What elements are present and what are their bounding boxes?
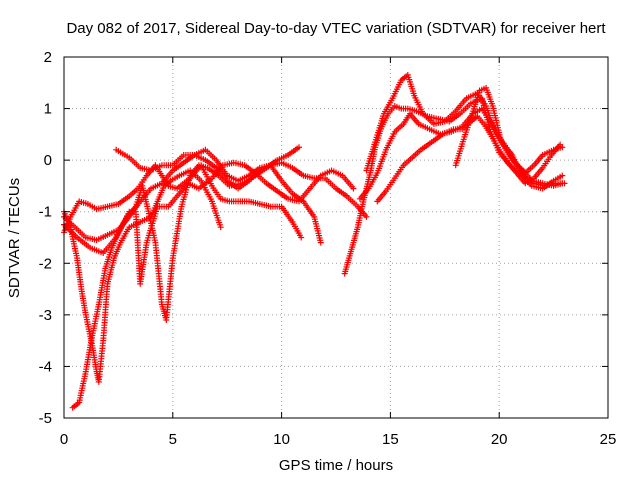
y-tick-label: -1 (39, 204, 52, 221)
y-tick-label: 2 (44, 49, 52, 66)
data-points (61, 72, 568, 411)
data-series-arc-10 (374, 113, 564, 205)
y-tick-label: -2 (39, 255, 52, 272)
x-tick-label: 25 (600, 431, 617, 448)
chart-title: Day 082 of 2017, Sidereal Day-to-day VTE… (66, 20, 606, 37)
y-tick-label: 1 (44, 101, 52, 118)
series-markers (452, 84, 568, 189)
data-series-arc-4 (69, 144, 303, 411)
y-axis-label: SDTVAR / TECUs (6, 178, 23, 298)
plot-frame (63, 56, 609, 419)
axis-ticks: 0 5 10 15 20 25 -5 -4 -3 -2 -1 0 1 2 (39, 49, 617, 448)
y-tick-label: -5 (39, 410, 52, 427)
data-series-arc-6 (113, 146, 370, 220)
grid-lines (64, 57, 608, 418)
y-tick-label: 0 (44, 152, 52, 169)
series-markers (374, 113, 564, 205)
x-tick-label: 0 (60, 431, 68, 448)
data-series-arc-11 (452, 84, 568, 189)
x-tick-label: 5 (169, 431, 177, 448)
series-markers (69, 144, 303, 411)
x-tick-label: 20 (491, 431, 508, 448)
y-tick-label: -3 (39, 307, 52, 324)
x-axis-label: GPS time / hours (279, 457, 393, 474)
x-tick-label: 10 (273, 431, 290, 448)
x-tick-label: 15 (382, 431, 399, 448)
series-markers (113, 146, 370, 220)
y-tick-label: -4 (39, 358, 52, 375)
